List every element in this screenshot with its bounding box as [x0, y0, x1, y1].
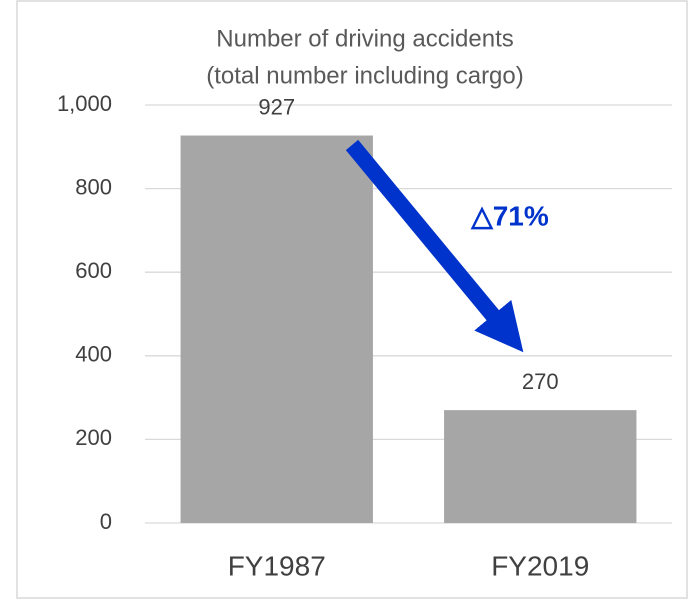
y-tick-label: 0 [100, 509, 112, 534]
trend-arrow [345, 139, 524, 353]
bar [444, 410, 637, 523]
bar [180, 135, 373, 524]
annotation: △71% [470, 200, 549, 231]
y-tick-label: 600 [75, 258, 112, 283]
data-label: 927 [258, 94, 295, 119]
x-tick-label: FY2019 [491, 550, 589, 581]
y-tick-label: 200 [75, 425, 112, 450]
chart-title: (total number including cargo) [206, 62, 524, 89]
y-tick-label: 400 [75, 342, 112, 367]
chart-title: Number of driving accidents [216, 25, 513, 52]
x-tick-label: FY1987 [228, 550, 326, 581]
data-label: 270 [522, 369, 559, 394]
y-tick-label: 800 [75, 174, 112, 199]
y-tick-label: 1,000 [57, 91, 112, 116]
